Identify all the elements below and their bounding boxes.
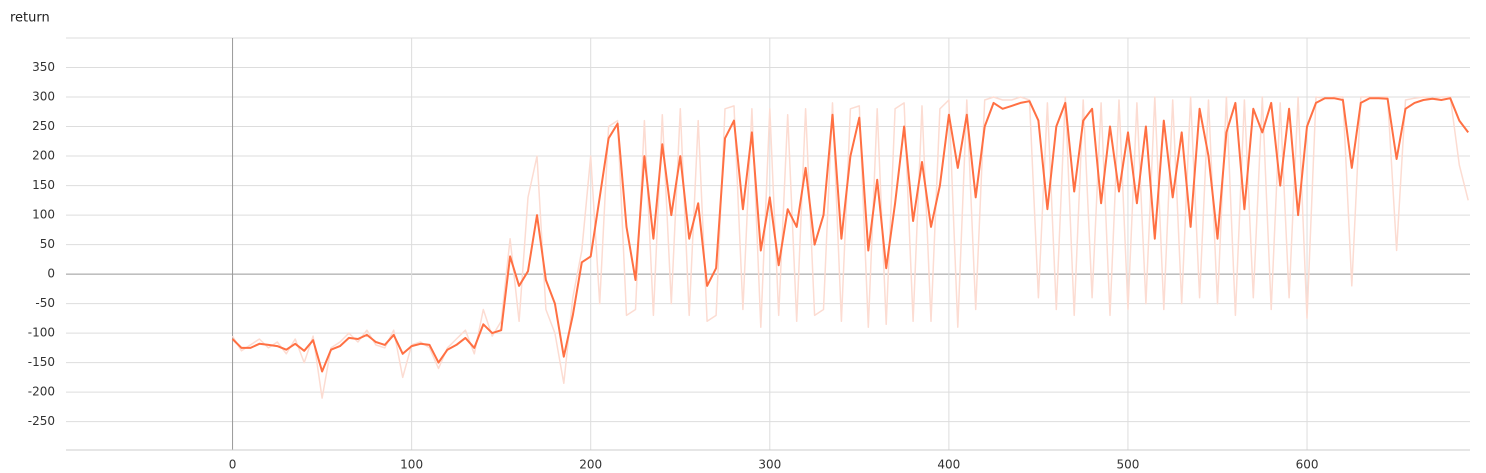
x-tick-label: 200 (579, 458, 602, 472)
y-tick-label: -250 (28, 414, 55, 428)
x-tick-label: 500 (1117, 458, 1140, 472)
y-tick-label: 300 (32, 90, 55, 104)
y-tick-label: 0 (47, 267, 55, 281)
y-tick-label: -200 (28, 385, 55, 399)
y-tick-label: 200 (32, 149, 55, 163)
raw-line (231, 96, 1469, 399)
x-tick-label: 600 (1296, 458, 1319, 472)
y-tick-label: -150 (28, 355, 55, 369)
x-tick-label: 400 (937, 458, 960, 472)
y-tick-label: 250 (32, 119, 55, 133)
y-tick-label: 100 (32, 208, 55, 222)
y-tick-label: 50 (40, 237, 55, 251)
x-tick-label: 0 (229, 458, 237, 472)
y-tick-label: 350 (32, 60, 55, 74)
smoothed-line (231, 97, 1469, 373)
x-tick-label: 100 (400, 458, 423, 472)
y-tick-label: -100 (28, 326, 55, 340)
y-tick-label: -50 (35, 296, 55, 310)
y-tick-label: 150 (32, 178, 55, 192)
x-tick-label: 300 (758, 458, 781, 472)
chart-title: return (10, 11, 50, 26)
